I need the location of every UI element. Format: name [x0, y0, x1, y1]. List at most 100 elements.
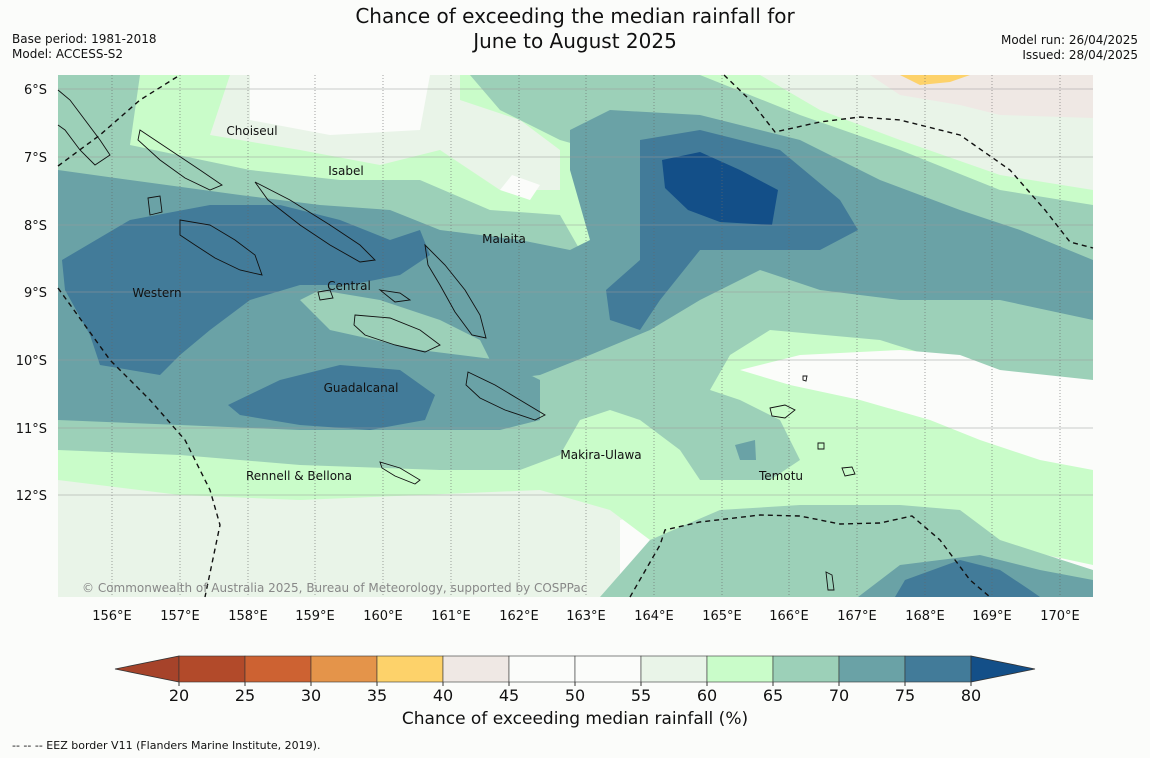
- label-rennell-bellona: Rennell & Bellona: [246, 469, 352, 483]
- eez-footnote: -- -- -- EEZ border V11 (Flanders Marine…: [12, 739, 321, 752]
- issued-date: Issued: 28/04/2025: [1022, 48, 1138, 62]
- colorbar-tick-label: 70: [829, 686, 849, 705]
- lat-label: 12°S: [16, 489, 47, 504]
- model-info: Base period: 1981-2018 Model: ACCESS-S2: [12, 32, 157, 62]
- vanikoro-island: [817, 442, 825, 450]
- label-makira-ulawa: Makira-Ulawa: [560, 448, 641, 462]
- lon-label: 159°E: [295, 609, 335, 624]
- malaita-island: [424, 243, 487, 339]
- lat-label: 8°S: [24, 219, 47, 234]
- label-central: Central: [327, 279, 371, 293]
- lat-label: 6°S: [24, 83, 47, 98]
- label-malaita: Malaita: [482, 232, 526, 246]
- colorbar-segment: [904, 655, 972, 683]
- vella-lavella-island: [147, 195, 163, 216]
- florida-islands: [378, 289, 412, 303]
- colorbar-tick-label: 40: [433, 686, 453, 705]
- label-western: Western: [132, 286, 181, 300]
- label-choiseul: Choiseul: [226, 124, 277, 138]
- rennell-island: [379, 461, 421, 485]
- lon-label: 164°E: [634, 609, 674, 624]
- colorbar-segment: [442, 655, 510, 683]
- tikopia-island: [825, 571, 835, 591]
- colorbar-tick-label: 65: [763, 686, 783, 705]
- colorbar-segment: [640, 655, 708, 683]
- colorbar-segment: [508, 655, 576, 683]
- contour-40-45: [870, 75, 1093, 118]
- lon-label: 160°E: [363, 609, 403, 624]
- contour-35-40: [900, 75, 970, 85]
- lon-label: 157°E: [160, 609, 200, 624]
- lat-label: 7°S: [24, 151, 47, 166]
- probability-contours: [58, 75, 1093, 597]
- colorbar-tick-label: 60: [697, 686, 717, 705]
- russell-islands: [317, 289, 334, 301]
- contour-75-80: [62, 130, 1040, 597]
- contour-80-plus: [662, 152, 778, 225]
- colorbar-high-extend: [970, 655, 1036, 683]
- region-labels: Choiseul Isabel Malaita Western Central …: [132, 124, 803, 483]
- lon-label: 168°E: [905, 609, 945, 624]
- title-line-2: June to August 2025: [473, 29, 677, 53]
- guadalcanal-island: [353, 314, 441, 353]
- longitude-labels: 156°E 157°E 158°E 159°E 160°E 161°E 162°…: [92, 609, 1080, 624]
- lon-label: 163°E: [566, 609, 606, 624]
- colorbar-tick-label: 20: [169, 686, 189, 705]
- colorbar-segment: [178, 655, 246, 683]
- reef-islands: [802, 375, 808, 382]
- utupua-island: [841, 466, 856, 477]
- colorbar-low-extend: [114, 655, 180, 683]
- model-run-date: Model run: 26/04/2025: [1000, 33, 1138, 47]
- colorbar-segment: [574, 655, 642, 683]
- colorbar-segment: [376, 655, 444, 683]
- lon-label: 165°E: [702, 609, 742, 624]
- lon-label: 170°E: [1040, 609, 1080, 624]
- colorbar-tick-label: 25: [235, 686, 255, 705]
- santa-cruz-island: [769, 404, 796, 419]
- colorbar-tick-label: 75: [895, 686, 915, 705]
- model-name: Model: ACCESS-S2: [12, 47, 124, 61]
- colorbar-title: Chance of exceeding median rainfall (%): [401, 709, 749, 729]
- lon-label: 156°E: [92, 609, 132, 624]
- colorbar-tick-label: 30: [301, 686, 321, 705]
- map-title: Chance of exceeding the median rainfall …: [0, 4, 1150, 54]
- colorbar-tick-label: 80: [961, 686, 981, 705]
- colorbar-tick-label: 55: [631, 686, 651, 705]
- lat-label: 10°S: [16, 354, 47, 369]
- lon-label: 167°E: [837, 609, 877, 624]
- bougainville-island: [57, 89, 111, 166]
- islands: [57, 89, 856, 591]
- lon-label: 169°E: [972, 609, 1012, 624]
- lat-label: 9°S: [24, 286, 47, 301]
- base-period: Base period: 1981-2018: [12, 32, 157, 46]
- latitude-lines: [58, 88, 1093, 496]
- lon-label: 162°E: [499, 609, 539, 624]
- makira-island: [465, 371, 546, 421]
- label-guadalcanal: Guadalcanal: [324, 381, 399, 395]
- colorbar: 20 25 30 35 40 45 50 55 60 65 70 75 80: [114, 655, 1036, 705]
- lat-label: 11°S: [16, 422, 47, 437]
- latitude-labels: 6°S 7°S 8°S 9°S 10°S 11°S 12°S: [16, 83, 47, 504]
- colorbar-tick-label: 50: [565, 686, 585, 705]
- lon-label: 158°E: [228, 609, 268, 624]
- label-isabel: Isabel: [328, 164, 363, 178]
- colorbar-tick-label: 45: [499, 686, 519, 705]
- lon-label: 161°E: [431, 609, 471, 624]
- new-georgia-island: [179, 219, 263, 276]
- colorbar-segment: [706, 655, 774, 683]
- title-line-1: Chance of exceeding the median rainfall …: [355, 4, 795, 28]
- colorbar-segment: [838, 655, 906, 683]
- copyright-notice: © Commonwealth of Australia 2025, Bureau…: [82, 581, 587, 595]
- colorbar-segment: [772, 655, 840, 683]
- contour-50-55-patch: [500, 175, 540, 200]
- choiseul-island: [137, 129, 223, 191]
- colorbar-segment: [310, 655, 378, 683]
- label-temotu: Temotu: [758, 469, 803, 483]
- colorbar-segment: [244, 655, 312, 683]
- contour-50-55-east: [740, 350, 1093, 470]
- graticule: [111, 75, 1061, 597]
- lon-label: 166°E: [769, 609, 809, 624]
- eez-border: [57, 74, 1094, 598]
- run-info: Model run: 26/04/2025 Issued: 28/04/2025: [1001, 33, 1138, 63]
